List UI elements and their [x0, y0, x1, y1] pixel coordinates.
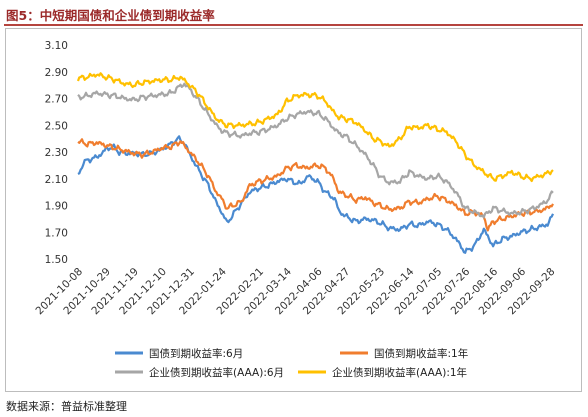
title-rule: [4, 24, 583, 26]
chart-frame: [5, 28, 582, 392]
legend-label: 企业债到期收益率(AAA):6月: [149, 366, 284, 379]
y-tick-label: 1.90: [45, 201, 68, 213]
series-line-3: [77, 82, 554, 219]
y-tick-label: 1.70: [45, 227, 68, 239]
legend-label: 国债到期收益率:6月: [149, 347, 243, 360]
series-layer: [76, 72, 554, 254]
source-note: 数据来源：普益标准整理: [6, 400, 127, 413]
y-tick-label: 2.30: [45, 147, 68, 159]
y-tick-label: 2.90: [45, 67, 68, 79]
x-axis: 2021-10-082021-10-292021-11-192021-12-10…: [33, 265, 557, 317]
legend-label: 企业债到期收益率(AAA):1年: [332, 366, 467, 379]
y-tick-label: 2.70: [45, 94, 68, 106]
y-axis: 3.10 2.90 2.70 2.50 2.30 2.10 1.90 1.70 1.50: [45, 40, 68, 266]
figure-title: 图5：中短期国债和企业债到期收益率: [6, 8, 215, 23]
y-tick-label: 1.50: [45, 254, 68, 266]
y-tick-label: 2.10: [45, 174, 68, 186]
series-line-4: [76, 72, 554, 183]
y-tick-label: 2.50: [45, 120, 68, 132]
y-tick-label: 3.10: [45, 40, 68, 52]
legend-label: 国债到期收益率:1年: [374, 347, 468, 360]
